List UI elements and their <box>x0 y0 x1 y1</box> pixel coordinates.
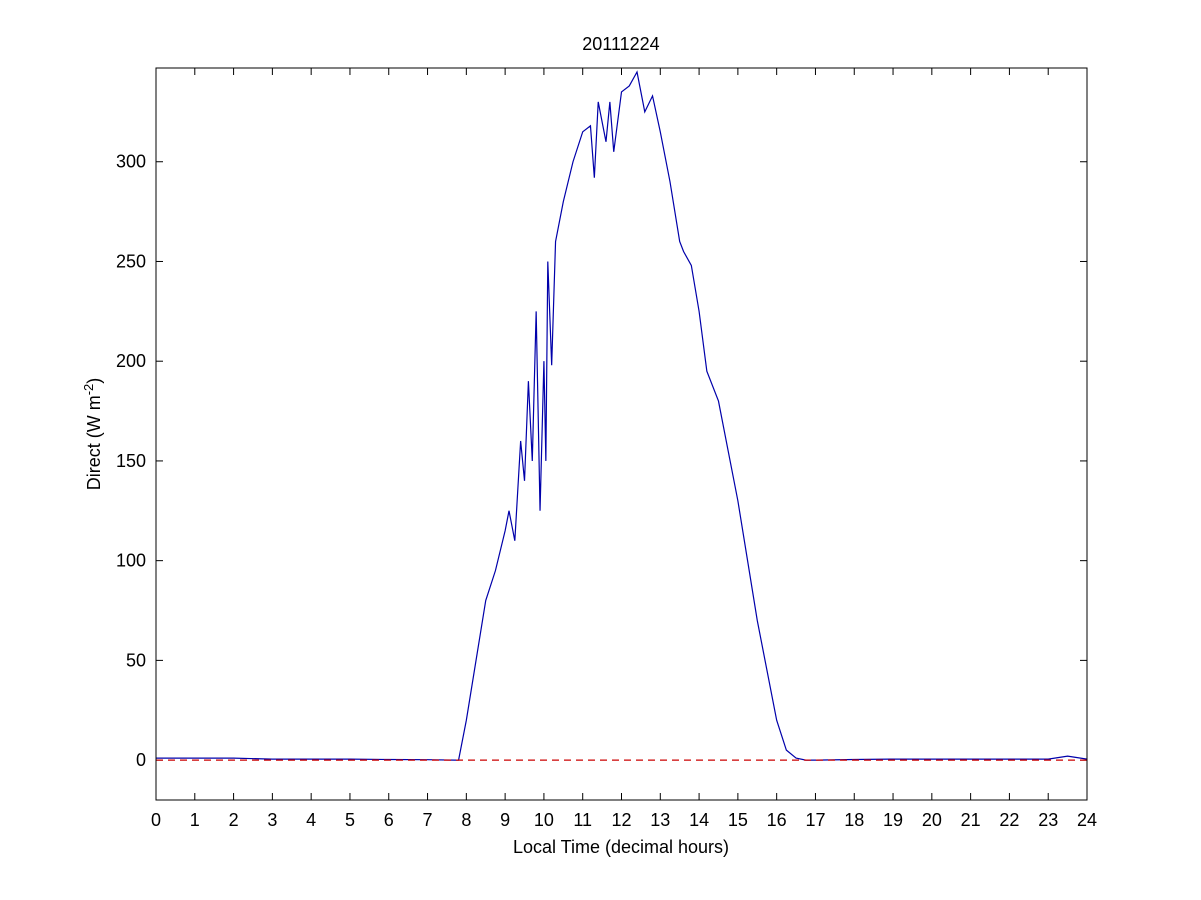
x-tick-label: 23 <box>1038 810 1058 830</box>
x-tick-label: 16 <box>767 810 787 830</box>
y-tick-label: 150 <box>116 451 146 471</box>
x-tick-label: 24 <box>1077 810 1097 830</box>
x-tick-label: 9 <box>500 810 510 830</box>
x-tick-label: 10 <box>534 810 554 830</box>
x-tick-label: 21 <box>961 810 981 830</box>
chart-title: 20111224 <box>582 34 659 54</box>
x-tick-label: 12 <box>611 810 631 830</box>
data-line <box>156 70 1088 761</box>
x-tick-label: 22 <box>999 810 1019 830</box>
x-tick-label: 2 <box>229 810 239 830</box>
x-tick-label: 5 <box>345 810 355 830</box>
x-tick-label: 18 <box>844 810 864 830</box>
x-tick-label: 19 <box>883 810 903 830</box>
x-tick-label: 15 <box>728 810 748 830</box>
x-tick-label: 3 <box>267 810 277 830</box>
x-tick-label: 20 <box>922 810 942 830</box>
x-axis-label: Local Time (decimal hours) <box>513 837 729 857</box>
x-tick-label: 8 <box>461 810 471 830</box>
x-tick-label: 1 <box>190 810 200 830</box>
y-tick-label: 250 <box>116 251 146 271</box>
x-tick-label: 14 <box>689 810 709 830</box>
y-label-text: Direct (W m <box>84 395 104 490</box>
y-tick-label: 300 <box>116 152 146 172</box>
y-label-suffix: ) <box>84 378 104 384</box>
y-axis-label: Direct (W m-2) <box>81 378 104 491</box>
y-tick-label: 50 <box>126 650 146 670</box>
plot-frame <box>155 67 1088 801</box>
x-tick-label: 17 <box>805 810 825 830</box>
y-tick-label: 200 <box>116 351 146 371</box>
x-tick-label: 7 <box>423 810 433 830</box>
x-tick-label: 11 <box>573 810 592 830</box>
x-tick-label: 4 <box>306 810 316 830</box>
y-tick-label: 100 <box>116 551 146 571</box>
y-label-sup: -2 <box>81 384 96 396</box>
y-tick-label: 0 <box>136 750 146 770</box>
x-tick-label: 0 <box>151 810 161 830</box>
x-tick-label: 13 <box>650 810 670 830</box>
x-tick-label: 6 <box>384 810 394 830</box>
